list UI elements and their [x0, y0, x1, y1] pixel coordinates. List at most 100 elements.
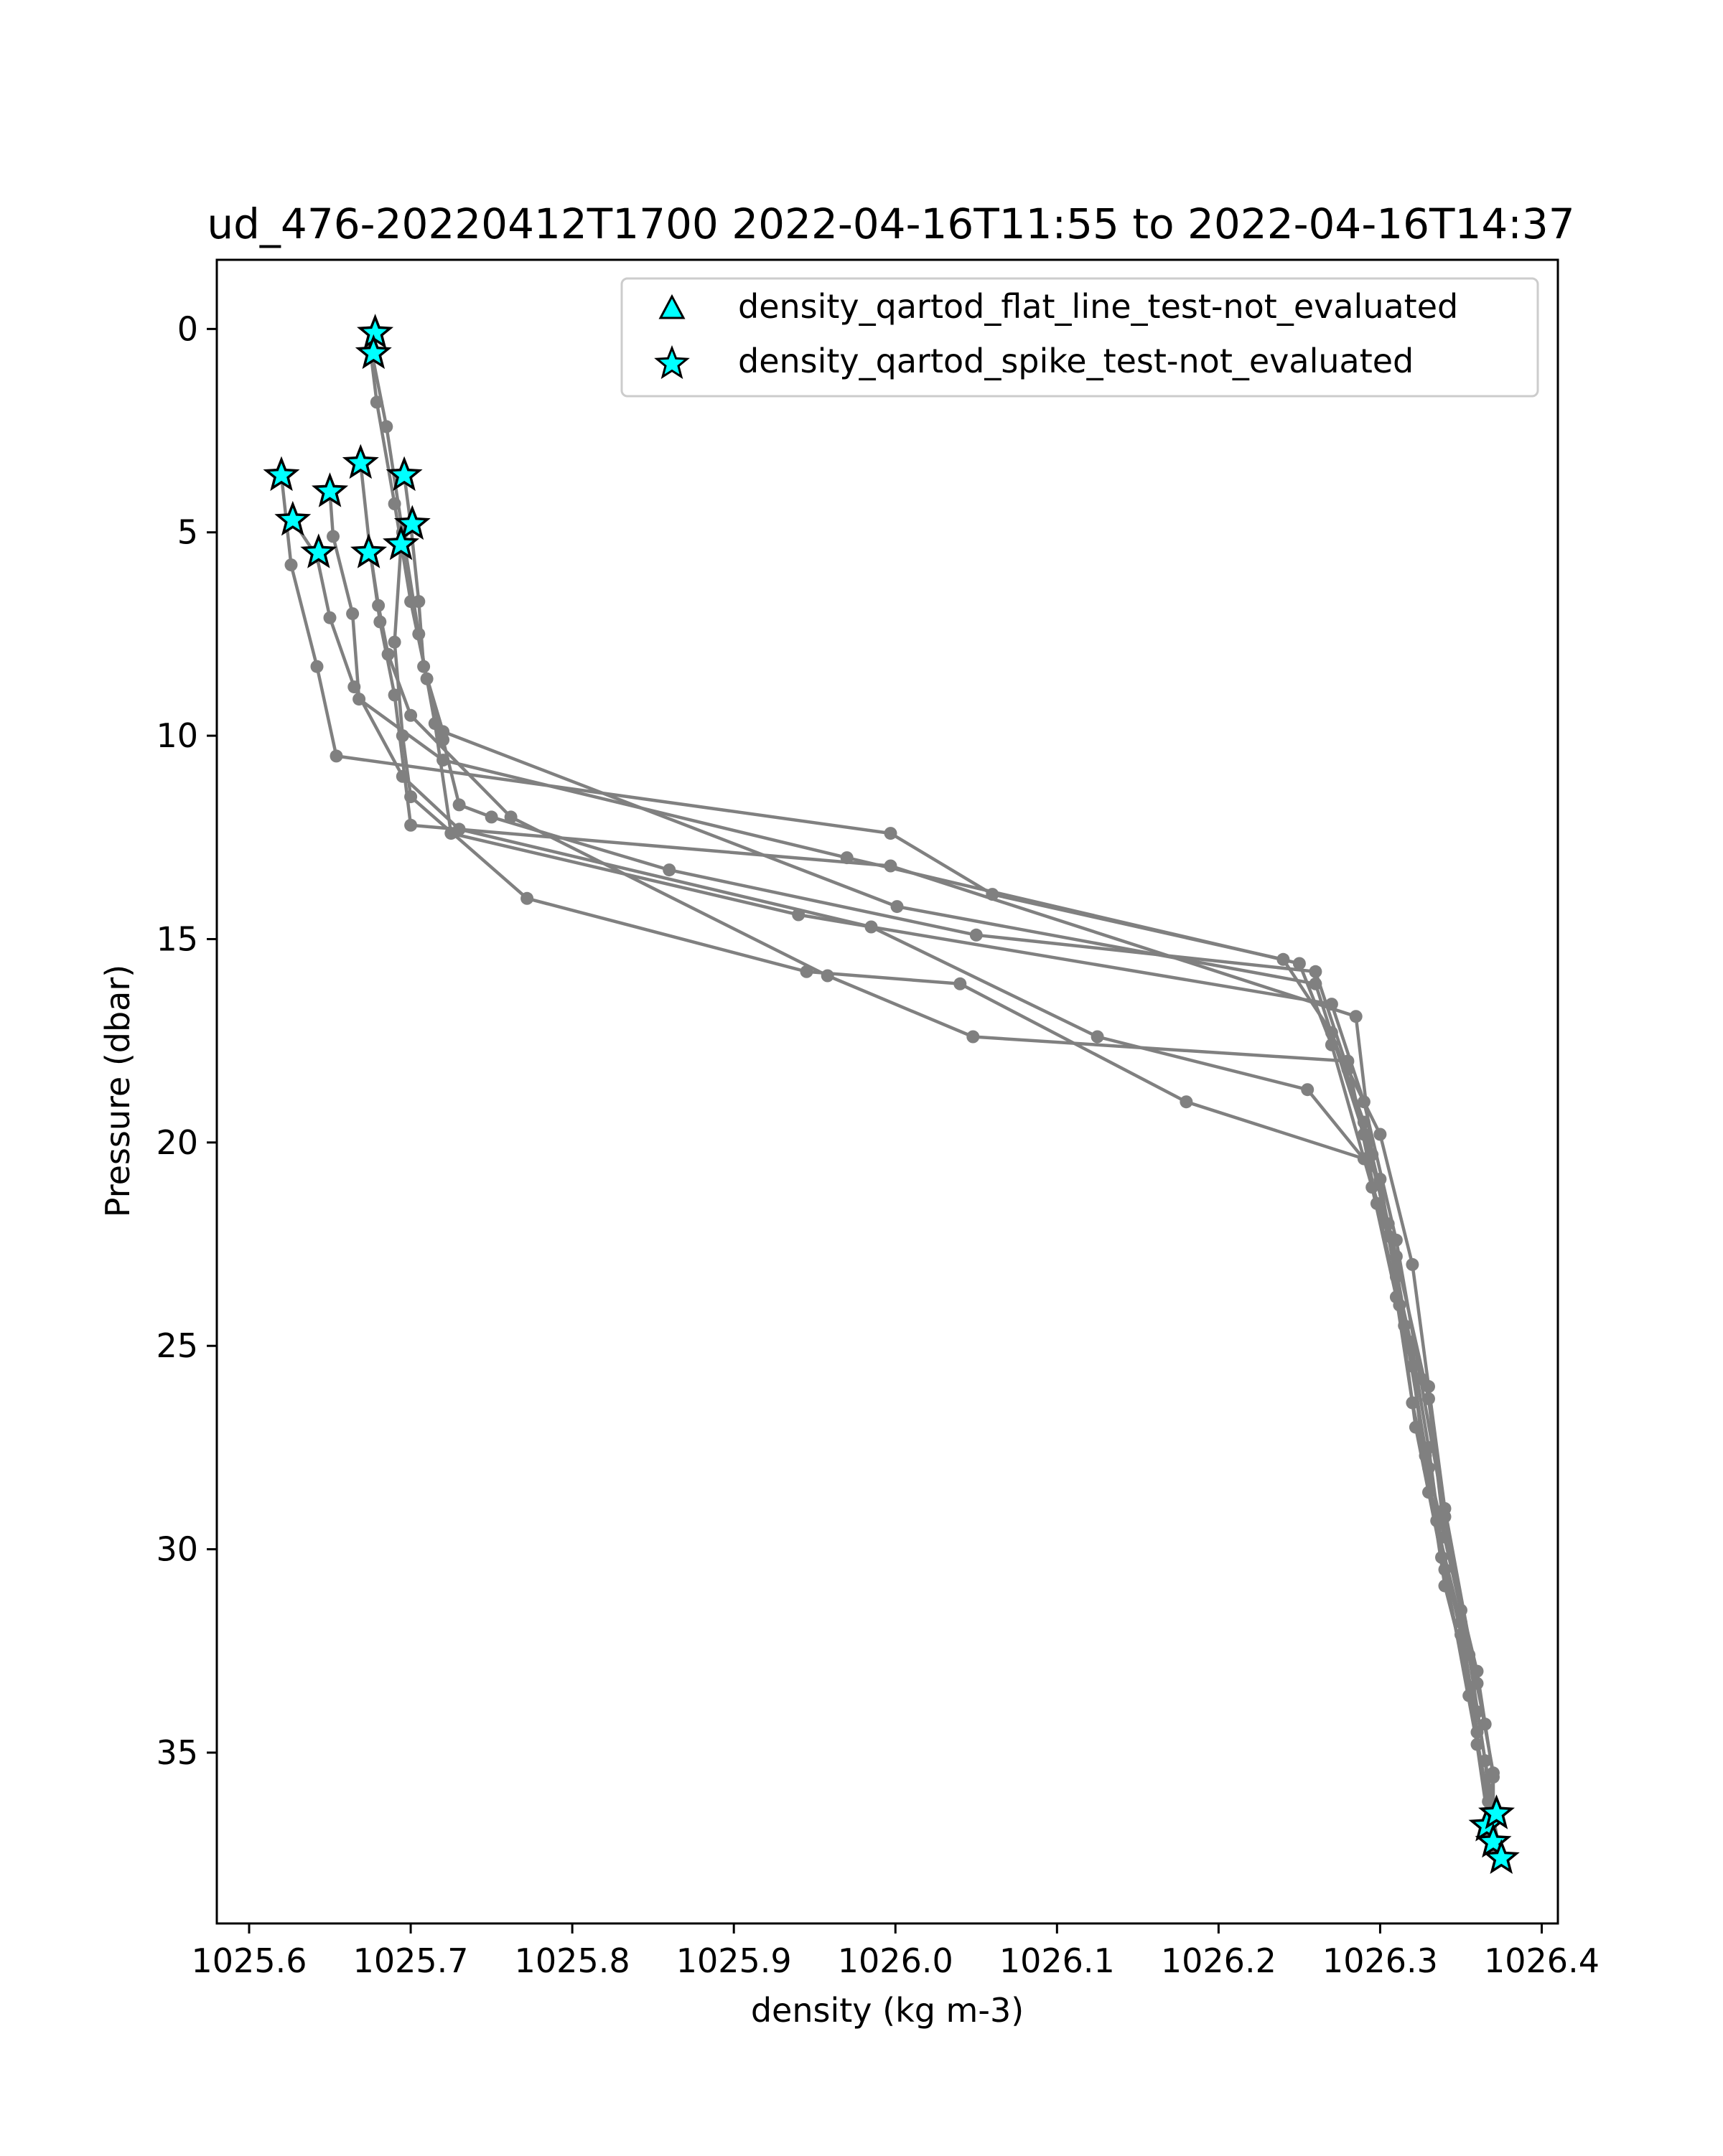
- profile-point: [1292, 957, 1306, 970]
- y-axis-label: Pressure (dbar): [98, 965, 137, 1217]
- triangle-icon: [658, 294, 686, 319]
- profile-line: [368, 552, 1490, 1802]
- legend-box: [620, 277, 1539, 398]
- profile-point: [1325, 1038, 1338, 1051]
- profile-point: [1478, 1717, 1492, 1731]
- profile-point: [1357, 1115, 1371, 1129]
- profile-point: [1470, 1677, 1484, 1690]
- profile-point: [1341, 1054, 1355, 1068]
- x-tick-label: 1025.8: [515, 1941, 630, 1980]
- x-tick-label: 1026.2: [1161, 1941, 1276, 1980]
- profile-point: [1325, 1026, 1338, 1039]
- x-tick-label: 1025.9: [676, 1941, 792, 1980]
- profile-point: [381, 647, 395, 661]
- profile-point: [1454, 1603, 1467, 1617]
- profile-point: [1349, 1010, 1363, 1023]
- profile-point: [388, 497, 401, 510]
- profile-point: [1430, 1514, 1444, 1527]
- profile-point: [1470, 1725, 1484, 1739]
- y-tick-label: 15: [156, 919, 198, 958]
- spike-marker: [386, 456, 423, 492]
- profile-point: [404, 818, 418, 832]
- profile-point: [864, 920, 878, 934]
- spike-marker: [1478, 1794, 1515, 1829]
- plot-frame: [215, 258, 1559, 1925]
- x-tick-label: 1025.7: [353, 1941, 469, 1980]
- profile-point: [1470, 1705, 1484, 1719]
- profile-point: [370, 395, 383, 409]
- profile-point: [412, 595, 426, 609]
- profile-point: [485, 810, 498, 824]
- profile-point: [821, 969, 834, 983]
- chart-title: ud_476-20220412T1700 2022-04-16T11:55 to…: [207, 200, 1574, 248]
- y-axis: 0 5 10 15 20 25 30 35: [156, 309, 217, 1772]
- profile-point: [380, 420, 393, 433]
- legend-label-flat-line: density_qartod_flat_line_test-not_evalua…: [738, 287, 1458, 326]
- profile-point: [373, 615, 387, 629]
- profile-point: [884, 859, 897, 873]
- profile-point: [412, 627, 426, 641]
- legend: density_qartod_flat_line_test-not_evalua…: [620, 277, 1539, 398]
- profile-point: [1422, 1461, 1435, 1475]
- profile-point: [1438, 1562, 1452, 1576]
- profile-point: [1438, 1579, 1452, 1593]
- profile-point: [346, 607, 360, 621]
- spike-marker: [350, 533, 388, 568]
- profile-point: [1381, 1217, 1395, 1231]
- profile-point: [953, 977, 967, 990]
- profile-point: [1373, 1172, 1387, 1186]
- profile-point: [352, 693, 366, 706]
- y-tick-label: 25: [156, 1326, 198, 1365]
- profile-point: [1454, 1616, 1467, 1629]
- profile-point: [1409, 1420, 1422, 1434]
- profile-point: [1325, 998, 1338, 1011]
- profile-point: [420, 672, 434, 685]
- y-tick-label: 30: [156, 1530, 198, 1569]
- spike-marker: [274, 500, 312, 536]
- x-tick-label: 1026.1: [999, 1941, 1115, 1980]
- profile-line: [291, 519, 1487, 1725]
- profile-point: [986, 888, 999, 901]
- profile-point: [1422, 1392, 1435, 1405]
- profile-point: [1406, 1396, 1419, 1410]
- profile-line: [368, 332, 1503, 1859]
- profile-point: [396, 729, 409, 743]
- profile-point: [1365, 1181, 1379, 1194]
- flag-markers: [263, 314, 1520, 1875]
- profile-line: [328, 491, 1492, 1834]
- profile-point: [969, 928, 983, 942]
- profile-point: [1091, 1030, 1104, 1044]
- profile-point: [327, 530, 340, 543]
- y-tick-label: 35: [156, 1733, 198, 1772]
- profile-point: [1373, 1128, 1387, 1141]
- star-icon: [654, 345, 690, 380]
- profile-point: [417, 660, 431, 673]
- profile-point: [1381, 1229, 1395, 1243]
- profile-point: [1357, 1095, 1371, 1109]
- y-tick-label: 10: [156, 716, 198, 755]
- profile-point: [1470, 1738, 1484, 1751]
- profile-point: [1422, 1379, 1435, 1393]
- profile-point: [1406, 1257, 1419, 1271]
- profile-point: [428, 717, 442, 731]
- x-tick-label: 1026.0: [838, 1941, 953, 1980]
- profile-point: [504, 810, 518, 824]
- profile-point: [884, 827, 897, 840]
- profile-point: [1389, 1270, 1403, 1283]
- profile-point: [323, 611, 337, 624]
- profile-line: [279, 475, 1495, 1827]
- profile-point: [1276, 952, 1290, 966]
- profile-point: [310, 660, 324, 673]
- profile-point: [347, 680, 361, 694]
- profile-points: [275, 327, 1508, 1865]
- profile-point: [840, 851, 854, 865]
- profile-point: [1301, 1083, 1315, 1097]
- profile-point: [1398, 1318, 1411, 1332]
- x-tick-label: 1026.3: [1322, 1941, 1438, 1980]
- profile-point: [1309, 977, 1322, 990]
- spike-marker: [383, 525, 420, 561]
- profile-point: [396, 769, 409, 783]
- spike-marker: [355, 334, 392, 370]
- profile-point: [966, 1030, 980, 1044]
